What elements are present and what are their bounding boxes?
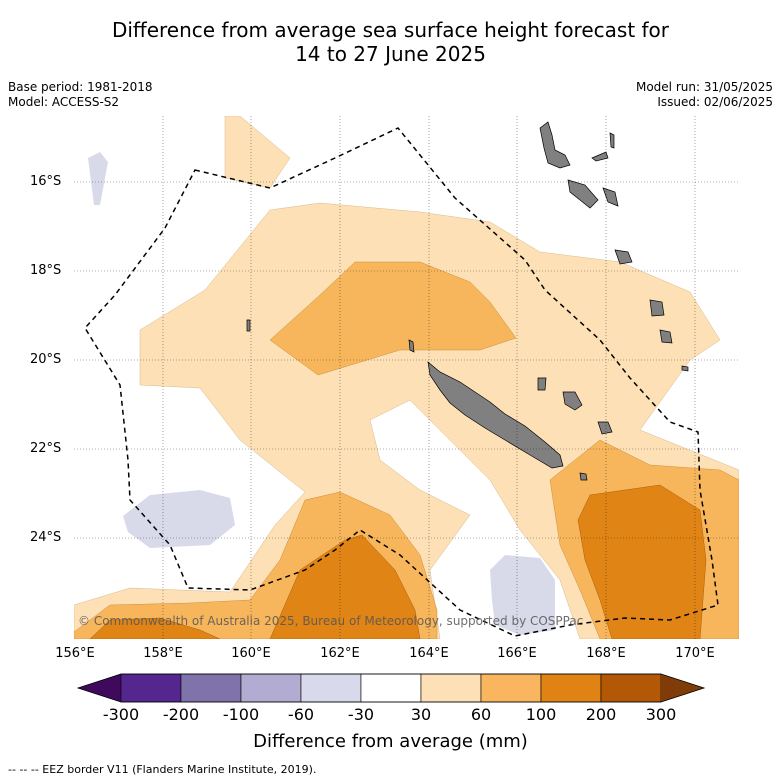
- anomaly-region-100-200-southwest: [89, 617, 221, 639]
- small-island-4: [408, 339, 415, 353]
- anomaly-region-60-100-central: [269, 261, 517, 376]
- model-run-text: Model run: 31/05/2025: [635, 80, 773, 94]
- lat-label-20: 20°S: [30, 352, 62, 367]
- colorbar-label-6: 30: [410, 705, 432, 724]
- colorbar-label-9: 200: [585, 705, 617, 724]
- colorbar-segment-4: [300, 673, 362, 703]
- vanuatu-island-3: [567, 179, 599, 209]
- colorbar-segment-8: [540, 673, 602, 703]
- new-caledonia-landmass: [427, 361, 564, 469]
- colorbar-segment-3: [240, 673, 302, 703]
- lon-label-156: 156°E: [55, 646, 95, 661]
- eez-footnote: -- -- -- EEZ border V11 (Flanders Marine…: [8, 763, 317, 776]
- small-island-2: [681, 365, 689, 372]
- copyright-text: © Commonwealth of Australia 2025, Bureau…: [78, 614, 584, 628]
- issued-text: Issued: 02/06/2025: [657, 95, 773, 109]
- colorbar-outline: [76, 673, 706, 703]
- colorbar-segment-9: [600, 673, 662, 703]
- lon-label-162: 162°E: [320, 646, 360, 661]
- lon-label-168: 168°E: [586, 646, 626, 661]
- vanuatu-island-8: [659, 329, 673, 344]
- anomaly-region-30-60-north: [224, 116, 291, 189]
- vanuatu-island-7: [649, 299, 665, 317]
- lon-label-164: 164°E: [409, 646, 449, 661]
- vanuatu-island-6: [614, 249, 633, 265]
- model-text: Model: ACCESS-S2: [8, 95, 120, 109]
- colorbar-extend-left: [78, 674, 121, 702]
- anomaly-region-neg-south: [490, 555, 555, 635]
- anomaly-region-100-200-southeast: [577, 484, 707, 639]
- loyalty-island-1: [562, 391, 583, 411]
- lon-label-160: 160°E: [231, 646, 271, 661]
- vanuatu-north-island: [539, 121, 571, 169]
- eez-border: [84, 127, 719, 637]
- lon-label-166: 166°E: [497, 646, 537, 661]
- lon-label-170: 170°E: [675, 646, 715, 661]
- lat-label-24: 24°S: [30, 530, 62, 545]
- chart-title: Difference from average sea surface heig…: [0, 18, 781, 66]
- title-line-2: 14 to 27 June 2025: [295, 42, 486, 66]
- colorbar-label-5: -30: [347, 705, 375, 724]
- colorbar-segment-2: [180, 673, 242, 703]
- anomaly-region-neg-north: [88, 152, 108, 205]
- colorbar-label-4: -60: [287, 705, 315, 724]
- meta-left: Base period: 1981-2018 Model: ACCESS-S2: [8, 80, 153, 110]
- loyalty-island-3: [537, 377, 547, 391]
- colorbar-label-1: -300: [102, 705, 140, 724]
- colorbar-label-2: -200: [162, 705, 200, 724]
- base-period-text: Base period: 1981-2018: [8, 80, 153, 94]
- small-island-3: [246, 319, 251, 332]
- anomaly-region-neg-west: [123, 490, 235, 548]
- colorbar-segment-1: [120, 673, 182, 703]
- colorbar-segment-7: [480, 673, 542, 703]
- anomaly-region-100-200-south: [269, 534, 421, 639]
- loyalty-island-2: [597, 421, 613, 435]
- colorbar-label-8: 100: [525, 705, 557, 724]
- map-area: [74, 116, 739, 639]
- colorbar-label-3: -100: [222, 705, 260, 724]
- lat-label-22: 22°S: [30, 441, 62, 456]
- title-line-1: Difference from average sea surface heig…: [111, 18, 670, 42]
- vanuatu-island-5: [609, 132, 615, 149]
- colorbar-segment-5: [360, 673, 422, 703]
- colorbar-segment-6: [420, 673, 482, 703]
- lon-label-158: 158°E: [143, 646, 183, 661]
- colorbar-extend-right: [661, 674, 704, 702]
- lat-label-18: 18°S: [30, 263, 62, 278]
- colorbar-label-7: 60: [470, 705, 492, 724]
- small-island-1: [579, 472, 588, 481]
- lat-label-16: 16°S: [30, 174, 62, 189]
- vanuatu-island-2: [591, 151, 609, 162]
- meta-right: Model run: 31/05/2025 Issued: 02/06/2025: [636, 80, 773, 110]
- colorbar-label-10: 300: [645, 705, 677, 724]
- vanuatu-island-4: [602, 187, 619, 207]
- colorbar-title: Difference from average (mm): [253, 731, 528, 752]
- colorbar: [76, 673, 706, 703]
- graticule: [74, 116, 739, 639]
